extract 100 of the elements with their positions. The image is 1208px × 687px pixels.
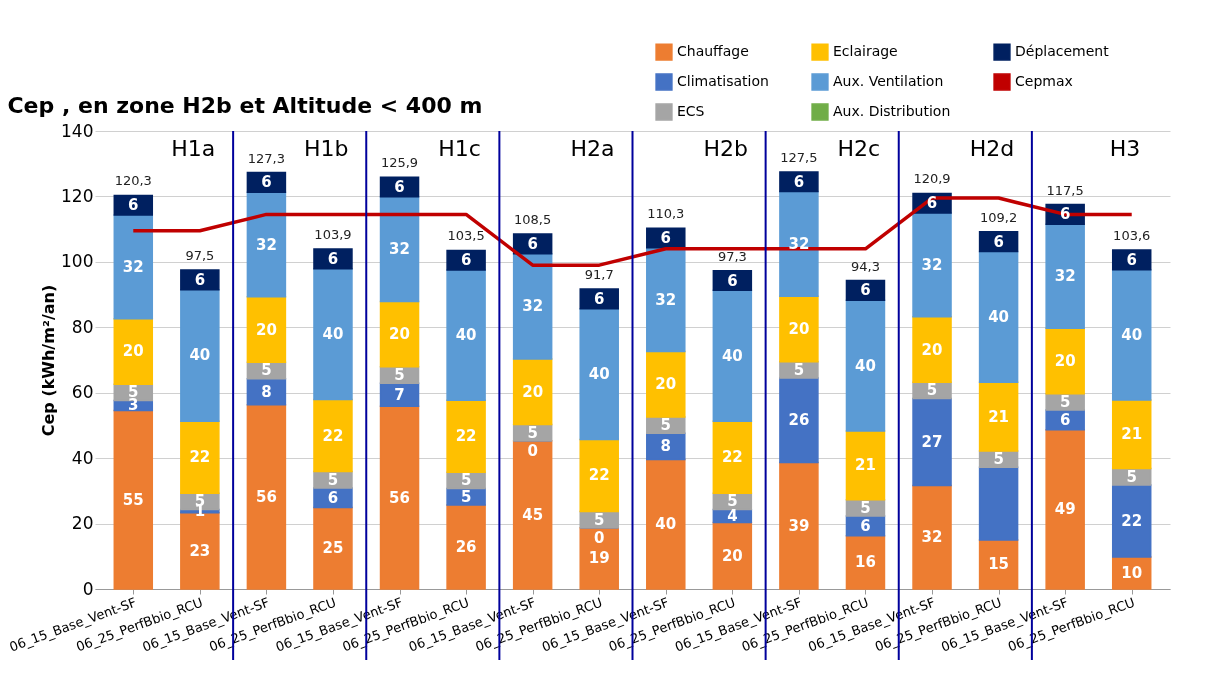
data-label: 32 [255, 235, 277, 254]
data-label: 22 [721, 448, 743, 467]
data-label: 40 [655, 515, 677, 534]
data-label: 6 [327, 488, 339, 507]
data-label: 8 [660, 437, 671, 456]
data-label: 5 [394, 366, 405, 385]
data-label: 6 [793, 172, 805, 191]
data-label: 40 [588, 365, 610, 384]
data-label: 19 [588, 549, 610, 568]
data-label: 20 [788, 319, 810, 338]
data-label: 5 [926, 381, 938, 400]
annotation: H2a [570, 136, 615, 161]
y-tick-label: 120 [61, 185, 94, 206]
data-label: 21 [988, 407, 1010, 426]
data-label: 6 [1059, 410, 1071, 429]
data-label: 8 [261, 382, 272, 401]
total-label: 120,9 [913, 171, 951, 187]
data-label: 6 [527, 234, 538, 253]
data-label: 5 [660, 416, 671, 435]
annotation: H2c [837, 136, 881, 161]
data-label: 6 [993, 232, 1004, 251]
data-label: 32 [389, 240, 410, 259]
legend-label: Eclairage [833, 43, 898, 60]
data-label: 27 [921, 433, 943, 452]
data-label: 0 [527, 441, 538, 460]
data-label: 5 [527, 423, 538, 442]
data-label: 6 [394, 177, 405, 196]
data-label: 20 [522, 382, 544, 401]
total-label: 97,5 [185, 248, 215, 264]
data-label: 6 [261, 173, 272, 192]
total-label: 117,5 [1046, 182, 1084, 198]
data-label: 6 [926, 194, 938, 213]
data-label: 22 [322, 426, 344, 445]
data-label: 20 [122, 342, 144, 361]
total-label: 103,9 [314, 227, 352, 243]
total-label: 127,5 [780, 149, 818, 165]
annotation: H1a [171, 136, 216, 161]
y-tick-label: 20 [71, 513, 94, 534]
legend-label: Déplacement [1015, 43, 1110, 60]
data-label: 40 [988, 307, 1010, 326]
data-label: 5 [460, 471, 472, 490]
data-label: 5 [1126, 467, 1137, 486]
data-label: 20 [255, 320, 277, 339]
data-label: 6 [460, 251, 472, 270]
data-label: 5 [1059, 392, 1071, 411]
y-tick-label: 60 [71, 382, 94, 403]
data-label: 5 [793, 360, 805, 379]
data-label: 21 [855, 456, 876, 475]
data-label: 6 [594, 289, 605, 308]
data-label: 40 [855, 356, 876, 375]
data-label: 22 [1121, 511, 1143, 530]
data-label: 21 [1121, 425, 1143, 444]
y-tick-label: 80 [71, 316, 94, 337]
total-label: 91,7 [584, 267, 614, 283]
data-label: 20 [389, 325, 410, 344]
legend-label: ECS [677, 103, 705, 119]
total-label: 94,3 [850, 258, 880, 274]
annotation: H2b [703, 136, 748, 161]
data-label: 5 [261, 361, 272, 380]
data-label: 40 [189, 346, 211, 365]
total-label: 103,6 [1113, 228, 1151, 244]
data-label: 32 [1054, 267, 1076, 286]
data-label: 22 [588, 466, 610, 485]
total-label: 108,5 [514, 212, 552, 228]
data-label: 20 [721, 546, 743, 565]
data-label: 5 [993, 450, 1004, 469]
total-label: 103,5 [447, 228, 485, 244]
annotation: H1b [304, 136, 349, 161]
data-label: 6 [860, 281, 871, 300]
data-label: 5 [594, 510, 605, 529]
total-label: 125,9 [380, 155, 419, 171]
data-label: 10 [1121, 563, 1143, 582]
data-label: 6 [727, 271, 738, 290]
data-label: 45 [522, 505, 544, 524]
annotation: H2d [969, 136, 1015, 161]
data-label: 5 [460, 487, 472, 506]
data-label: 49 [1054, 500, 1076, 519]
data-label: 20 [655, 375, 677, 394]
data-label: 6 [860, 516, 871, 535]
total-label: 110,3 [647, 206, 685, 222]
data-label: 32 [921, 255, 943, 274]
data-label: 5 [860, 498, 871, 517]
total-label: 109,2 [979, 209, 1018, 225]
total-label: 127,3 [247, 150, 286, 166]
data-label: 39 [788, 516, 810, 535]
data-label: 22 [455, 427, 477, 446]
data-label: 0 [594, 528, 605, 547]
legend-label: Cepmax [1015, 73, 1073, 89]
annotation: H1c [438, 136, 481, 161]
data-label: 22 [189, 448, 211, 467]
y-tick-label: 40 [71, 447, 94, 468]
data-label: 56 [389, 488, 410, 507]
data-label: 6 [128, 196, 139, 215]
legend-label: Chauffage [677, 43, 749, 60]
data-label: 32 [921, 528, 943, 547]
annotation: H3 [1109, 136, 1141, 161]
data-label: 40 [721, 346, 743, 365]
data-label: 6 [327, 249, 339, 268]
data-label: 6 [660, 228, 671, 247]
data-label: 4 [727, 507, 738, 526]
